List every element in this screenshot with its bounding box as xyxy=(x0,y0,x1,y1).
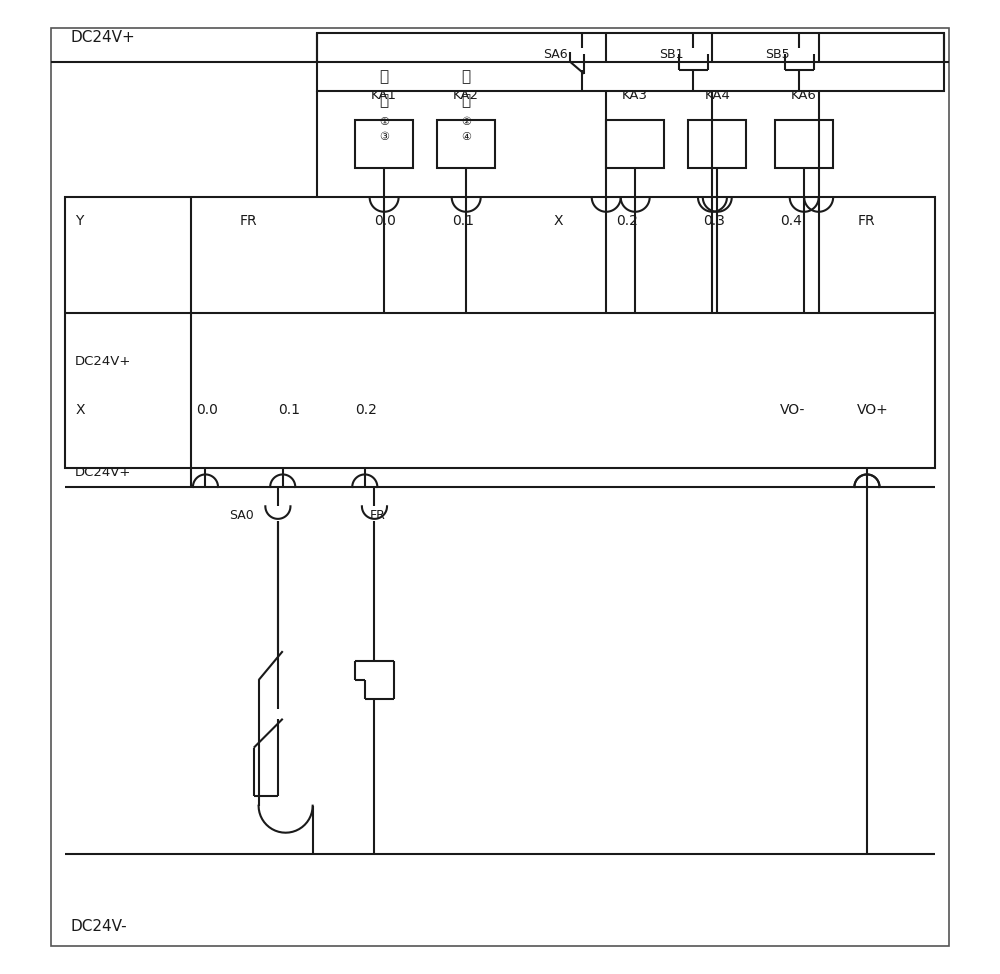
Bar xyxy=(437,120,495,169)
Text: SB5: SB5 xyxy=(766,48,790,61)
Text: X: X xyxy=(75,402,85,417)
Text: SB1: SB1 xyxy=(659,48,684,61)
Text: 分: 分 xyxy=(380,69,389,84)
Text: FR: FR xyxy=(239,214,257,229)
Text: X: X xyxy=(553,214,563,229)
Text: DC24V+: DC24V+ xyxy=(75,355,131,368)
Bar xyxy=(65,198,935,468)
Text: 0.1: 0.1 xyxy=(278,402,300,417)
Text: 0.0: 0.0 xyxy=(196,402,218,417)
Text: 0.0: 0.0 xyxy=(374,214,396,229)
Text: KA6: KA6 xyxy=(791,90,817,102)
Bar xyxy=(317,33,944,92)
Text: FR: FR xyxy=(857,214,875,229)
Text: 0.4: 0.4 xyxy=(780,214,802,229)
Text: DC24V+: DC24V+ xyxy=(70,30,135,46)
Text: 室: 室 xyxy=(462,94,471,108)
Text: Y: Y xyxy=(75,214,83,229)
Text: FR: FR xyxy=(370,509,386,522)
Text: 分: 分 xyxy=(462,69,471,84)
Text: VO-: VO- xyxy=(780,402,805,417)
Text: ④: ④ xyxy=(461,132,471,142)
Text: DC24V-: DC24V- xyxy=(70,918,127,934)
Text: SA0: SA0 xyxy=(230,509,254,522)
Text: SA6: SA6 xyxy=(543,48,568,61)
Text: 室: 室 xyxy=(380,94,389,108)
Text: ②: ② xyxy=(461,117,471,127)
Text: VO+: VO+ xyxy=(857,402,889,417)
Text: KA3: KA3 xyxy=(622,90,648,102)
Text: KA1: KA1 xyxy=(371,90,397,102)
Bar xyxy=(355,120,413,169)
Text: KA2: KA2 xyxy=(453,90,479,102)
Text: ①: ① xyxy=(379,117,389,127)
Text: 0.3: 0.3 xyxy=(703,214,725,229)
Text: KA4: KA4 xyxy=(704,90,730,102)
Text: DC24V+: DC24V+ xyxy=(75,466,131,479)
Text: 0.1: 0.1 xyxy=(452,214,474,229)
Text: ③: ③ xyxy=(379,132,389,142)
Text: 0.2: 0.2 xyxy=(616,214,638,229)
Bar xyxy=(606,120,664,169)
Bar xyxy=(775,120,833,169)
Bar xyxy=(688,120,746,169)
Text: 0.2: 0.2 xyxy=(355,402,377,417)
